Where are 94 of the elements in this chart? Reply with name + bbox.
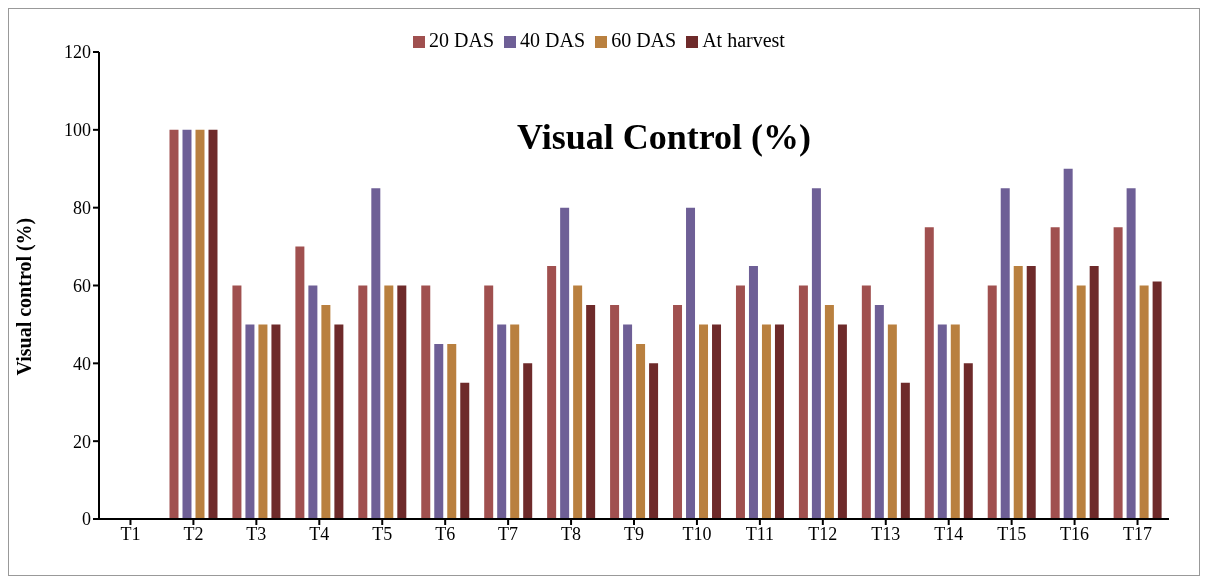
bar <box>208 129 218 519</box>
bar <box>735 285 745 519</box>
bar <box>447 343 457 519</box>
bar <box>798 285 808 519</box>
y-tick-label: 0 <box>82 509 91 530</box>
x-tick-label: T15 <box>997 523 1027 544</box>
bar <box>371 188 381 519</box>
bar <box>586 304 596 519</box>
x-tick-label: T1 <box>120 523 141 544</box>
bar <box>258 324 268 519</box>
x-tick-label: T9 <box>624 523 644 544</box>
x-tick-label: T12 <box>808 523 838 544</box>
y-tick-label: 120 <box>64 42 91 63</box>
bar <box>861 285 871 519</box>
x-tick-label: T6 <box>435 523 456 544</box>
bar <box>484 285 494 519</box>
legend-label: 40 DAS <box>520 29 586 51</box>
bar <box>900 382 910 519</box>
bar <box>421 285 431 519</box>
bar <box>811 188 821 519</box>
x-tick-label: T2 <box>183 523 204 544</box>
bar <box>497 324 507 519</box>
bar <box>686 207 696 519</box>
x-tick-label: T8 <box>561 523 582 544</box>
bar <box>1050 227 1060 519</box>
bar <box>384 285 394 519</box>
x-tick-label: T7 <box>498 523 519 544</box>
bar <box>1000 188 1010 519</box>
x-tick-label: T4 <box>309 523 330 544</box>
bar <box>987 285 997 519</box>
bar <box>824 304 834 519</box>
y-tick-label: 60 <box>73 275 91 296</box>
bar <box>1063 168 1073 519</box>
bar <box>623 324 633 519</box>
bar <box>1089 266 1099 519</box>
x-tick-label: T14 <box>934 523 964 544</box>
x-tick-label: T17 <box>1123 523 1153 544</box>
bar <box>1126 188 1136 519</box>
bar <box>1139 285 1149 519</box>
x-tick-label: T5 <box>372 523 393 544</box>
bar <box>837 324 847 519</box>
bar <box>699 324 709 519</box>
bar <box>460 382 470 519</box>
y-tick-label: 40 <box>73 353 91 374</box>
bar <box>271 324 281 519</box>
legend-label: 60 DAS <box>611 29 677 51</box>
bar <box>295 246 305 519</box>
legend-label: At harvest <box>702 29 785 51</box>
y-tick-label: 80 <box>73 198 91 219</box>
x-tick-label: T11 <box>745 523 775 544</box>
bar <box>321 304 331 519</box>
y-axis-title: Visual control (%) <box>13 217 37 376</box>
bar <box>748 266 758 519</box>
x-tick-label: T10 <box>682 523 712 544</box>
bar <box>182 129 192 519</box>
bar <box>963 363 973 519</box>
y-tick-label: 20 <box>73 431 91 452</box>
x-tick-label: T3 <box>246 523 267 544</box>
bar <box>774 324 784 519</box>
legend-label: 20 DAS <box>429 29 495 51</box>
bar <box>434 343 444 519</box>
bar <box>950 324 960 519</box>
bar <box>358 285 368 519</box>
bar <box>1076 285 1086 519</box>
bar <box>1113 227 1123 519</box>
bar <box>1013 266 1023 519</box>
bar <box>232 285 242 519</box>
bar <box>334 324 344 519</box>
bar <box>510 324 520 519</box>
bar <box>937 324 947 519</box>
bar <box>924 227 934 519</box>
bar <box>573 285 583 519</box>
bar <box>636 343 646 519</box>
x-tick-label: T16 <box>1060 523 1090 544</box>
bar <box>547 266 557 519</box>
bar <box>673 304 683 519</box>
bar <box>887 324 897 519</box>
bar <box>1152 281 1162 519</box>
y-tick-label: 100 <box>64 120 91 141</box>
bar <box>245 324 255 519</box>
bar <box>397 285 407 519</box>
text: Visual Control (%) <box>516 117 812 157</box>
bar <box>1026 266 1036 519</box>
bar <box>523 363 533 519</box>
bar <box>712 324 722 519</box>
bar <box>169 129 179 519</box>
bar <box>874 304 884 519</box>
bar <box>649 363 659 519</box>
bar <box>560 207 570 519</box>
bar <box>195 129 205 519</box>
x-tick-label: T13 <box>871 523 901 544</box>
bar <box>761 324 771 519</box>
bar <box>610 304 620 519</box>
bar <box>308 285 318 519</box>
